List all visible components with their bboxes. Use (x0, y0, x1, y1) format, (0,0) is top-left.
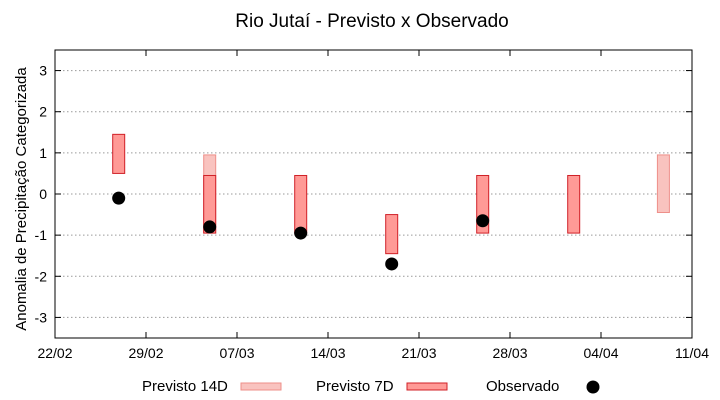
series-layer (112, 133, 670, 271)
legend-label: Previsto 7D (316, 378, 394, 395)
observed-point (203, 220, 217, 234)
legend-swatch (586, 380, 600, 394)
observed-point (385, 257, 399, 271)
y-tick-label: 0 (39, 186, 47, 202)
y-tick-label: -1 (35, 227, 48, 243)
chart-title: Rio Jutaí - Previsto x Observado (235, 11, 509, 32)
y-axis-title: Anomalia de Precipitação Categorizada (13, 67, 30, 331)
x-tick-label: 07/03 (219, 345, 254, 361)
forecast-14d-bar (656, 154, 670, 214)
legend-label: Previsto 14D (142, 378, 228, 395)
observed-point (112, 191, 126, 205)
observed-point (294, 226, 308, 240)
tick-layer: 3 2 1 0 -1 -2 -3 22/02 29/02 07/03 14/03 21/03 28/03… (35, 50, 709, 361)
y-tick-label: 1 (39, 145, 47, 161)
forecast-7d-bar (112, 133, 126, 174)
forecast-7d-bar (567, 174, 581, 234)
x-tick-label: 29/02 (128, 345, 163, 361)
x-tick-label: 22/02 (37, 345, 72, 361)
x-tick-label: 11/04 (675, 345, 709, 361)
legend-label: Observado (486, 378, 559, 395)
y-tick-label: -2 (35, 268, 48, 284)
forecast-7d-bar (385, 214, 399, 255)
x-tick-label: 28/03 (492, 345, 527, 361)
forecast-7d-bar (294, 174, 308, 234)
observed-point (476, 214, 490, 228)
y-tick-label: 3 (39, 63, 47, 79)
legend-swatch (240, 382, 282, 391)
y-tick-label: -3 (35, 309, 48, 325)
legend: Previsto 14D Previsto 7D Observado (142, 378, 600, 395)
x-tick-label: 04/04 (583, 345, 618, 361)
grid (55, 70, 692, 318)
y-tick-label: 2 (39, 104, 47, 120)
x-tick-label: 14/03 (310, 345, 345, 361)
x-tick-label: 21/03 (401, 345, 436, 361)
legend-swatch (406, 382, 448, 391)
